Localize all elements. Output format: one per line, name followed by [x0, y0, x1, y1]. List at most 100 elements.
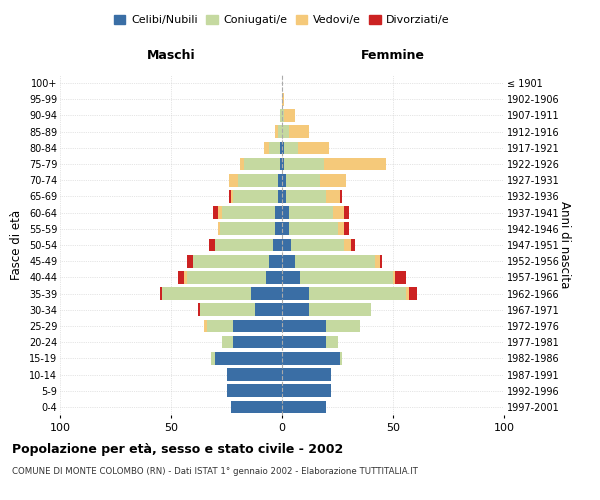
Text: Maschi: Maschi: [146, 49, 196, 62]
Bar: [282, 320, 326, 332]
Bar: [282, 255, 295, 268]
Bar: [308, 288, 406, 300]
Bar: [286, 174, 320, 186]
Y-axis label: Anni di nascita: Anni di nascita: [558, 202, 571, 288]
Bar: [231, 400, 282, 413]
Bar: [340, 190, 342, 202]
Bar: [280, 109, 282, 122]
Bar: [209, 238, 215, 252]
Bar: [282, 126, 289, 138]
Bar: [184, 271, 187, 283]
Bar: [278, 174, 282, 186]
Bar: [300, 271, 393, 283]
Legend: Celibi/Nubili, Coniugati/e, Vedovi/e, Divorziati/e: Celibi/Nubili, Coniugati/e, Vedovi/e, Di…: [110, 10, 454, 30]
Bar: [324, 158, 386, 170]
Bar: [200, 304, 256, 316]
Bar: [233, 190, 278, 202]
Bar: [284, 109, 295, 122]
Bar: [282, 304, 308, 316]
Bar: [406, 288, 409, 300]
Bar: [344, 206, 349, 219]
Bar: [160, 288, 162, 300]
Bar: [204, 320, 206, 332]
Bar: [337, 222, 344, 235]
Bar: [213, 206, 218, 219]
Bar: [282, 271, 300, 283]
Bar: [282, 222, 289, 235]
Bar: [344, 222, 349, 235]
Bar: [251, 288, 282, 300]
Bar: [231, 190, 233, 202]
Bar: [227, 368, 282, 381]
Bar: [289, 126, 308, 138]
Bar: [333, 206, 344, 219]
Bar: [351, 238, 355, 252]
Bar: [244, 158, 280, 170]
Bar: [282, 93, 284, 106]
Bar: [291, 238, 344, 252]
Bar: [393, 271, 395, 283]
Bar: [187, 271, 266, 283]
Bar: [229, 190, 231, 202]
Bar: [222, 336, 233, 348]
Bar: [298, 142, 329, 154]
Bar: [211, 352, 215, 364]
Bar: [227, 384, 282, 397]
Bar: [278, 190, 282, 202]
Bar: [282, 238, 291, 252]
Bar: [187, 255, 193, 268]
Bar: [284, 142, 298, 154]
Bar: [240, 158, 244, 170]
Bar: [375, 255, 380, 268]
Bar: [269, 255, 282, 268]
Bar: [286, 190, 326, 202]
Bar: [380, 255, 382, 268]
Bar: [215, 352, 282, 364]
Bar: [206, 320, 233, 332]
Bar: [289, 222, 337, 235]
Bar: [275, 222, 282, 235]
Bar: [229, 174, 238, 186]
Bar: [222, 206, 275, 219]
Bar: [282, 384, 331, 397]
Text: COMUNE DI MONTE COLOMBO (RN) - Dati ISTAT 1° gennaio 2002 - Elaborazione TUTTITA: COMUNE DI MONTE COLOMBO (RN) - Dati ISTA…: [12, 468, 418, 476]
Bar: [289, 206, 333, 219]
Bar: [233, 320, 282, 332]
Bar: [275, 126, 278, 138]
Bar: [282, 206, 289, 219]
Text: Popolazione per età, sesso e stato civile - 2002: Popolazione per età, sesso e stato civil…: [12, 442, 343, 456]
Bar: [218, 222, 220, 235]
Bar: [282, 158, 284, 170]
Bar: [282, 352, 340, 364]
Bar: [275, 206, 282, 219]
Bar: [238, 174, 278, 186]
Bar: [256, 304, 282, 316]
Bar: [282, 142, 284, 154]
Bar: [218, 206, 222, 219]
Bar: [280, 158, 282, 170]
Bar: [320, 174, 346, 186]
Bar: [266, 271, 282, 283]
Bar: [282, 288, 308, 300]
Bar: [326, 336, 337, 348]
Bar: [197, 304, 200, 316]
Bar: [282, 190, 286, 202]
Bar: [220, 222, 275, 235]
Bar: [282, 336, 326, 348]
Bar: [326, 190, 340, 202]
Bar: [282, 400, 326, 413]
Text: Femmine: Femmine: [361, 49, 425, 62]
Bar: [344, 238, 351, 252]
Bar: [282, 368, 331, 381]
Bar: [233, 336, 282, 348]
Bar: [409, 288, 418, 300]
Bar: [282, 174, 286, 186]
Bar: [308, 304, 371, 316]
Bar: [215, 238, 273, 252]
Bar: [395, 271, 406, 283]
Bar: [273, 238, 282, 252]
Bar: [280, 142, 282, 154]
Bar: [162, 288, 251, 300]
Bar: [178, 271, 184, 283]
Bar: [264, 142, 269, 154]
